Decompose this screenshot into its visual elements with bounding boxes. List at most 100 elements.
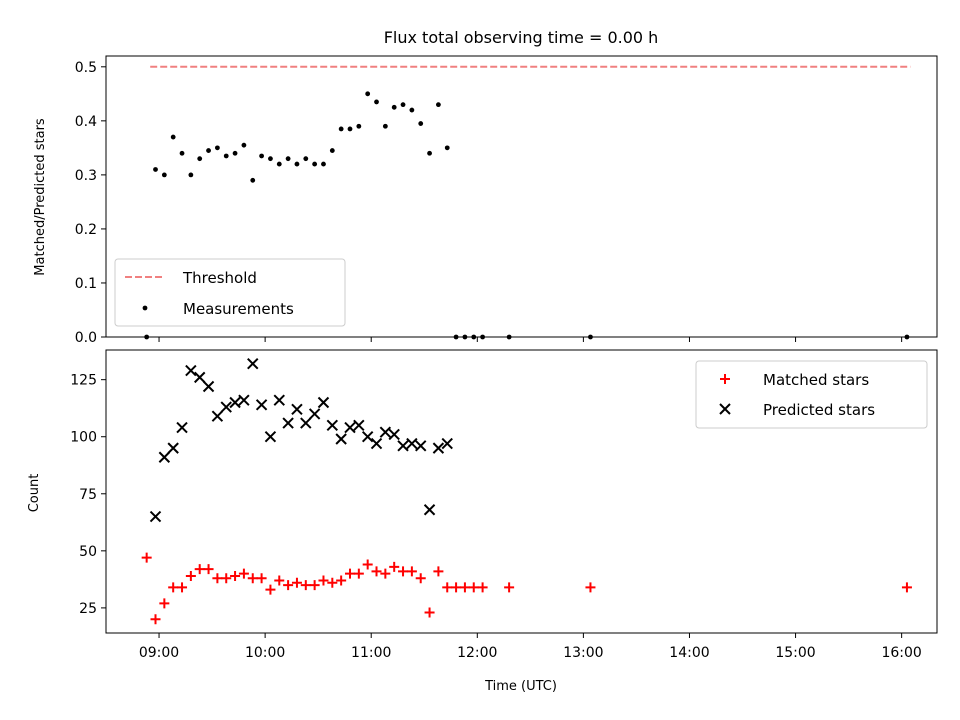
- matched-star-point: [477, 582, 488, 593]
- measurement-point: [170, 134, 176, 140]
- matched-star-point: [353, 568, 364, 579]
- bottom-y-tick-label: 50: [79, 544, 97, 560]
- x-tick-label: 11:00: [351, 645, 391, 661]
- measurement-point: [391, 104, 397, 110]
- top-y-tick-label: 0.0: [75, 330, 97, 346]
- measurement-point: [276, 161, 282, 167]
- x-tick-label: 14:00: [669, 645, 709, 661]
- matched-star-point: [468, 582, 479, 593]
- predicted-star-point: [379, 426, 392, 438]
- matched-star-point: [212, 573, 223, 584]
- matched-star-point: [300, 580, 311, 591]
- matched-star-point: [168, 582, 179, 593]
- predicted-star-point: [194, 371, 206, 384]
- measurement-point: [161, 172, 167, 178]
- matched-star-point: [433, 566, 444, 577]
- measurement-point: [329, 148, 335, 153]
- matched-star-point: [424, 607, 435, 618]
- measurement-point: [206, 148, 211, 153]
- predicted-star-point: [282, 417, 294, 429]
- predicted-star-point: [415, 440, 427, 452]
- matched-star-point: [230, 570, 241, 581]
- predicted-star-point: [300, 417, 312, 429]
- measurement-point: [268, 156, 273, 162]
- measurement-point: [303, 156, 309, 162]
- matched-star-point: [380, 568, 391, 579]
- measurement-point: [436, 102, 441, 108]
- top-plot-frame: [105, 55, 938, 338]
- predicted-star-point: [176, 421, 188, 434]
- matched-star-point: [585, 582, 596, 593]
- predicted-star-point: [308, 408, 321, 420]
- measurement-point: [223, 153, 229, 159]
- predicted-star-point: [273, 394, 285, 406]
- matched-star-point: [256, 573, 267, 584]
- measurement-point: [250, 177, 256, 183]
- measurement-point: [179, 150, 185, 156]
- bottom-legend-box: [695, 360, 928, 429]
- legend-measurements-swatch: [142, 305, 148, 311]
- matched-star-point: [194, 564, 205, 575]
- legend-measurements-label: Measurements: [183, 300, 294, 318]
- predicted-star-point: [344, 421, 356, 434]
- matched-star-point: [901, 582, 912, 593]
- predicted-star-point: [326, 419, 339, 432]
- bottom-y-tick-label: 75: [79, 487, 97, 503]
- measurement-point: [241, 142, 247, 148]
- matched-star-point: [371, 566, 382, 577]
- bottom-plot-frame: [105, 349, 938, 634]
- top-y-tick-label: 0.4: [75, 114, 97, 130]
- predicted-star-point: [370, 437, 383, 450]
- matched-star-point: [177, 582, 188, 593]
- top-y-axis-label: Matched/Predicted stars: [33, 118, 48, 276]
- measurement-point: [214, 145, 220, 151]
- legend-predicted-swatch: [719, 403, 731, 415]
- predicted-star-point: [317, 396, 330, 409]
- matched-star-point: [265, 584, 276, 595]
- legend-threshold-label: Threshold: [182, 269, 257, 287]
- bottom-y-tick-label: 125: [70, 373, 97, 389]
- measurement-point: [374, 99, 379, 105]
- measurement-point: [188, 172, 194, 178]
- measurement-point: [356, 123, 362, 129]
- measurement-point: [409, 107, 415, 113]
- measurement-point: [312, 161, 318, 167]
- predicted-star-point: [202, 380, 215, 393]
- measurement-point: [418, 121, 424, 126]
- measurement-point: [365, 91, 371, 97]
- matched-star-point: [274, 575, 285, 586]
- matched-star-point: [283, 580, 294, 591]
- measurement-point: [338, 126, 344, 132]
- matched-star-point: [336, 575, 347, 586]
- predicted-star-point: [220, 401, 232, 413]
- matched-star-point: [504, 582, 515, 593]
- matched-star-point: [451, 582, 462, 593]
- matched-star-point: [291, 577, 302, 588]
- predicted-star-point: [432, 442, 445, 454]
- top-y-tick-label: 0.3: [75, 168, 97, 184]
- matched-star-point: [238, 568, 249, 579]
- measurement-point: [321, 161, 326, 167]
- measurement-point: [427, 150, 432, 156]
- matched-star-point: [159, 598, 170, 609]
- predicted-star-point: [353, 419, 365, 432]
- matched-star-point: [459, 582, 470, 593]
- measurement-point: [382, 123, 388, 129]
- predicted-star-point: [211, 410, 224, 422]
- predicted-star-point: [229, 396, 241, 409]
- matched-star-point: [344, 568, 355, 579]
- matched-star-point: [398, 566, 409, 577]
- bottom-y-axis-label: Count: [27, 474, 42, 513]
- matched-star-point: [362, 559, 373, 570]
- predicted-star-point: [158, 451, 171, 463]
- matched-star-point: [141, 552, 152, 563]
- predicted-star-point: [167, 442, 179, 454]
- legend-matched-label: Matched stars: [763, 371, 869, 389]
- bottom-x-axis-label: Time (UTC): [484, 679, 557, 694]
- matched-star-point: [221, 573, 232, 584]
- predicted-star-point: [247, 357, 259, 370]
- measurement-point: [259, 153, 264, 159]
- predicted-star-point: [291, 403, 303, 416]
- predicted-star-point: [388, 428, 400, 441]
